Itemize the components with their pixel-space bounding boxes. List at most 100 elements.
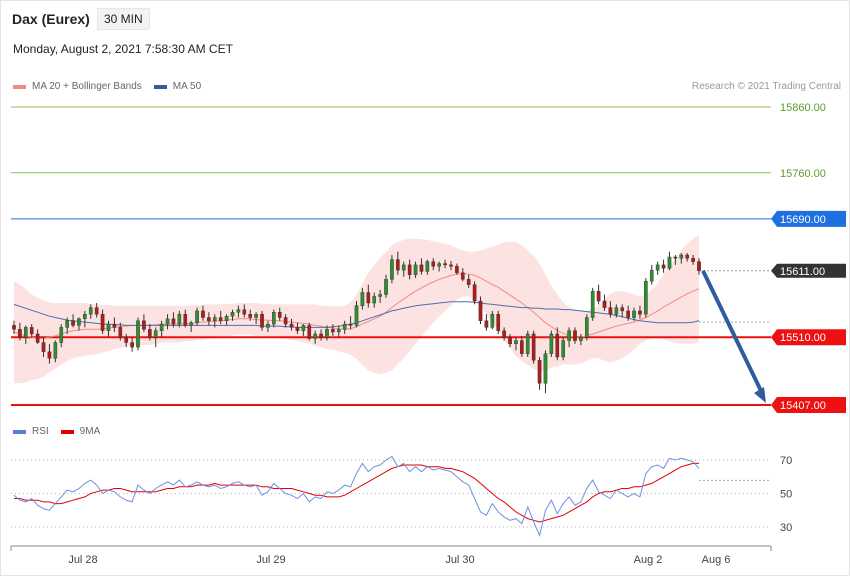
candle-body — [573, 330, 577, 341]
candle-body — [307, 325, 312, 339]
candle-body — [419, 264, 424, 272]
candle-body — [360, 292, 365, 306]
candle-body — [614, 307, 619, 315]
candle-body — [460, 272, 465, 280]
x-tick-label: Jul 28 — [68, 554, 97, 566]
ma50-legend-swatch — [153, 84, 167, 89]
candle-body — [632, 310, 636, 318]
candle-body — [336, 329, 341, 333]
candle-body — [661, 264, 666, 269]
ma20-legend-label: MA 20 + Bollinger Bands — [32, 81, 142, 92]
candle-body — [189, 322, 193, 326]
candle-body — [29, 327, 34, 335]
candle-body — [567, 330, 571, 341]
candle-body — [295, 327, 300, 331]
candle-body — [23, 327, 28, 338]
candle-body — [77, 318, 81, 326]
candle-body — [372, 296, 377, 304]
candle-body — [159, 323, 164, 331]
candle-body — [331, 329, 335, 333]
candle-body — [608, 307, 613, 315]
candle-body — [667, 256, 672, 269]
candle-body — [549, 333, 554, 354]
rsi-legend-label: RSI — [32, 426, 49, 437]
candle-body — [596, 290, 601, 302]
rsi-legend: RSI 9MA — [13, 426, 100, 437]
forecast-arrow-shaft — [701, 269, 765, 396]
support-level-tag — [771, 397, 846, 413]
candle-body — [384, 279, 388, 295]
candle-body — [685, 254, 690, 259]
candle-body — [218, 317, 223, 321]
instrument-title: Dax (Eurex) — [12, 11, 90, 27]
candle-body — [53, 342, 58, 359]
candle-body — [697, 261, 701, 272]
candle-body — [555, 333, 560, 358]
candle-body — [260, 314, 264, 328]
candle-body — [301, 325, 306, 331]
candle-body — [602, 300, 607, 308]
candle-body — [313, 333, 317, 339]
pivot-level-tag — [771, 210, 846, 227]
price-legend: MA 20 + Bollinger Bands MA 50 — [13, 81, 201, 92]
support-level-tag — [771, 329, 846, 346]
candle-body — [112, 323, 117, 328]
x-tick-label: Jul 29 — [256, 554, 285, 566]
candle-body — [207, 317, 211, 321]
ma20-legend-swatch — [13, 84, 26, 89]
candle-body — [124, 337, 129, 343]
candle-body — [88, 307, 93, 315]
candle-body — [472, 284, 477, 302]
candle-body — [525, 333, 530, 354]
candle-body — [83, 314, 87, 320]
candle-body — [236, 309, 241, 313]
candle-body — [396, 259, 400, 271]
candle-body — [277, 312, 282, 318]
rsi-line — [13, 455, 700, 537]
candle-body — [230, 312, 235, 317]
candle-body — [531, 333, 536, 361]
candle-body — [12, 325, 16, 330]
candle-body — [502, 330, 506, 338]
ma9-line — [14, 462, 699, 523]
pivot-level-label: 15690.00 — [780, 214, 826, 226]
target-level-label: 15760.00 — [780, 168, 826, 180]
candle-body — [195, 310, 199, 323]
candle-body — [431, 261, 436, 267]
last-price-tag — [771, 263, 846, 278]
candle-body — [94, 307, 99, 315]
candle-body — [177, 314, 182, 325]
last-price-label: 15611.00 — [780, 266, 825, 278]
candle-body — [626, 310, 630, 318]
candle-body — [65, 320, 69, 328]
candle-body — [147, 329, 152, 338]
candle-body — [520, 340, 524, 354]
candle-body — [342, 323, 347, 330]
candle-body — [443, 263, 447, 266]
candle-body — [47, 351, 52, 359]
candle-body — [153, 330, 158, 338]
interval-button[interactable]: 30 MIN — [97, 8, 150, 30]
candle-body — [561, 340, 566, 358]
candle-body — [478, 300, 483, 321]
support-level-label: 15510.00 — [780, 332, 826, 344]
candle-body — [201, 310, 205, 318]
candle-body — [142, 320, 146, 330]
candle-body — [254, 314, 258, 318]
candle-body — [390, 259, 394, 280]
candle-body — [620, 307, 625, 312]
candle-body — [136, 320, 140, 348]
candle-body — [71, 320, 75, 326]
candle-body — [449, 264, 453, 267]
candle-body — [649, 269, 654, 282]
candle-body — [41, 342, 46, 352]
candle-body — [106, 323, 111, 331]
candle-body — [325, 329, 329, 338]
x-tick-label: Aug 6 — [702, 554, 731, 566]
candle-body — [118, 327, 123, 338]
candle-body — [437, 263, 441, 267]
candle-body — [378, 294, 382, 297]
candle-body — [35, 333, 40, 343]
candle-body — [673, 256, 678, 259]
